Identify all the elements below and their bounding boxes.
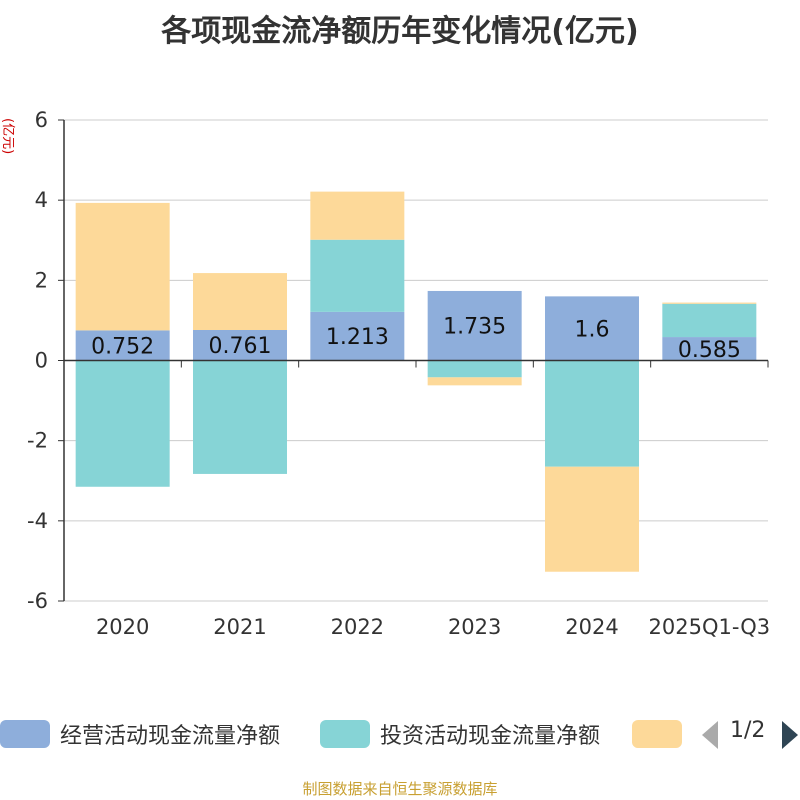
y-tick-label: 0: [35, 349, 48, 373]
bars: [75, 191, 757, 572]
y-axis-unit-label: (亿元): [0, 118, 15, 154]
legend-prev-page-icon[interactable]: [702, 721, 718, 749]
data-label: 0.761: [209, 334, 272, 359]
bar-segment-2-2023[interactable]: [427, 360, 522, 378]
bar-segment-2-2021[interactable]: [193, 360, 287, 474]
y-tick-label: -6: [27, 589, 48, 613]
bar-segment-3-2023[interactable]: [427, 377, 522, 386]
bar-segment-2-2020[interactable]: [75, 360, 170, 487]
legend-label-operating: 经营活动现金流量净额: [60, 724, 281, 749]
x-tick-label: 2025Q1-Q3: [649, 615, 771, 639]
source-note: 制图数据来自恒生聚源数据库: [302, 780, 498, 798]
gridlines: [64, 119, 768, 602]
data-label: 0.585: [678, 338, 741, 363]
bar-segment-1-2022[interactable]: [310, 311, 405, 361]
legend: 经营活动现金流量净额 投资活动现金流量净额: [0, 716, 800, 756]
x-tick-label: 2023: [448, 615, 501, 639]
data-labels: 0.752 0.761 1.213 1.735 1.6 0.585: [91, 315, 741, 363]
data-label: 0.752: [91, 334, 154, 359]
legend-swatch-operating: [0, 720, 50, 748]
bar-segment-1-2023[interactable]: [427, 290, 522, 361]
y-tick-label: -2: [27, 429, 48, 453]
legend-swatch-investing: [320, 720, 370, 748]
bar-segment-2-2024[interactable]: [545, 360, 639, 467]
legend-next-page-icon[interactable]: [782, 721, 798, 749]
y-tick-label: 6: [35, 108, 48, 132]
bar-segment-1-2025Q1-Q3[interactable]: [662, 337, 757, 361]
x-tick-label: 2024: [565, 615, 618, 639]
chart-plot: (亿元) 6 4 2 0 -2 -4 -6 2020 2021 2022 2023 2024 2025Q…: [0, 108, 770, 639]
legend-page-indicator: 1/2: [730, 718, 766, 743]
bar-segment-3-2021[interactable]: [193, 273, 287, 330]
legend-item-financing[interactable]: [632, 716, 682, 752]
legend-item-investing[interactable]: 投资活动现金流量净额: [320, 716, 600, 752]
y-tick-label: 4: [35, 188, 48, 212]
axes: 6 4 2 0 -2 -4 -6 2020 2021 2022 2023 2024 2025Q1-Q3: [27, 108, 770, 639]
bar-segment-2-2025Q1-Q3[interactable]: [662, 303, 757, 338]
bar-segment-2-2022[interactable]: [310, 239, 405, 312]
x-tick-label: 2020: [96, 615, 149, 639]
x-tick-label: 2021: [213, 615, 266, 639]
bar-segment-3-2020[interactable]: [75, 202, 170, 331]
bar-segment-1-2021[interactable]: [193, 329, 287, 361]
data-label: 1.213: [326, 325, 389, 350]
bar-segment-3-2025Q1-Q3[interactable]: [662, 302, 757, 304]
y-tick-label: 2: [35, 268, 48, 292]
x-tick-label: 2022: [331, 615, 384, 639]
legend-swatch-financing: [632, 720, 682, 748]
bar-segment-3-2022[interactable]: [310, 191, 405, 240]
y-tick-label: -4: [27, 509, 48, 533]
data-label: 1.735: [443, 315, 506, 340]
data-label: 1.6: [575, 317, 610, 342]
chart-title: 各项现金流净额历年变化情况(亿元): [161, 14, 639, 49]
legend-item-operating[interactable]: 经营活动现金流量净额: [0, 716, 280, 752]
bar-segment-1-2024[interactable]: [545, 296, 639, 361]
bar-segment-1-2020[interactable]: [75, 330, 170, 361]
bar-segment-3-2024[interactable]: [545, 466, 639, 572]
legend-label-investing: 投资活动现金流量净额: [380, 724, 601, 749]
